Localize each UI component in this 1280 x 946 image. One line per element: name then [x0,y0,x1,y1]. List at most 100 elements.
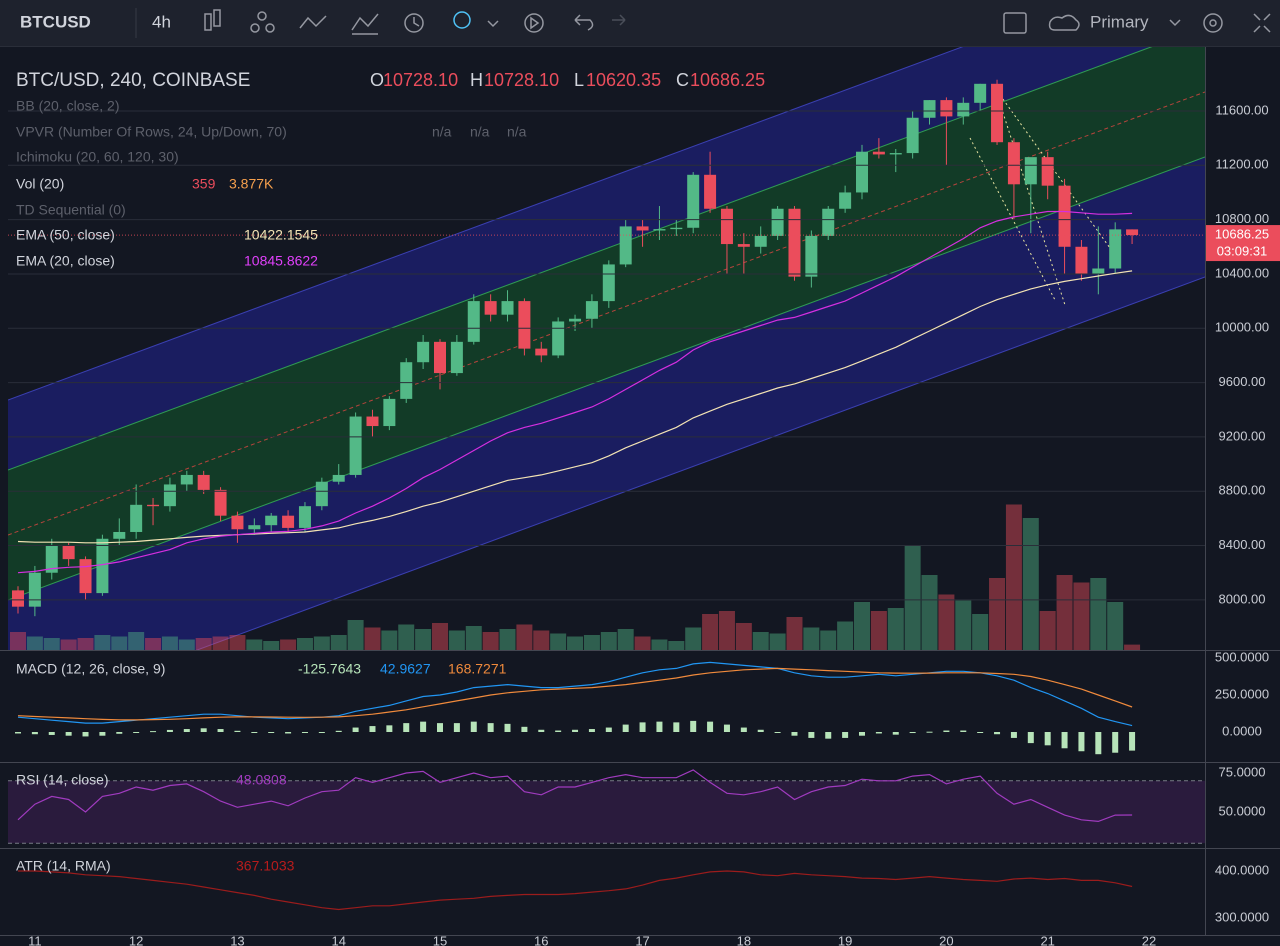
macd-histogram-bar [555,730,562,732]
ohlc-prefix: H [470,70,483,90]
macd-histogram-bar [403,723,410,732]
candle-body [1075,246,1088,274]
volume-bar [870,611,887,650]
indicator-value: n/a [470,124,490,140]
ohlc-prefix: L [574,70,584,90]
candle-body [383,398,396,427]
volume-bar [769,633,786,650]
indicator-name[interactable]: BB (20, close, 2) [16,98,120,114]
macd-histogram-bar [723,724,730,732]
volume-bar [94,635,111,650]
volume-bar [938,594,955,650]
candle-body [180,474,193,485]
indicator-value: 10845.8622 [244,253,318,269]
volume-bar [448,630,465,650]
indicator-name[interactable]: MACD (12, 26, close, 9) [16,661,165,677]
candle-body [737,244,750,247]
candle-body [923,100,936,118]
symbol-button[interactable]: BTCUSD [20,12,91,31]
volume-bar [1056,575,1073,650]
macd-histogram-bar [65,731,72,736]
indicator-line [17,210,1133,574]
macd-histogram-bar [842,731,849,738]
macd-histogram-bar [875,731,882,734]
volume-bar [533,630,550,650]
price-tick-label: 300.0000 [1215,909,1269,924]
macd-histogram-bar [926,731,933,733]
candle-body [602,264,615,302]
macd-histogram-bar [1095,731,1102,755]
indicator-name[interactable]: Ichimoku (20, 60, 120, 30) [16,149,179,165]
volume-bar [364,627,381,650]
indicator-name[interactable]: ATR (14, RMA) [16,858,111,874]
price-tick-label: 10800.00 [1215,211,1269,226]
volume-bar [786,617,803,650]
interval-button[interactable]: 4h [152,12,171,31]
macd-histogram-bar [183,729,190,732]
price-tick-label: 8400.00 [1219,537,1266,552]
indicator-name[interactable]: RSI (14, close) [16,772,109,788]
macd-histogram-bar [335,730,342,732]
macd-histogram-bar [268,731,275,733]
time-tick-label: 13 [230,933,244,946]
price-tick-label: 8800.00 [1219,483,1266,498]
indicator-line [18,870,1133,911]
ohlc-value: 10728.10 [383,70,458,90]
macd-histogram-bar [470,721,477,732]
layout-button[interactable]: Primary [1090,12,1149,31]
volume-bar [820,630,837,650]
macd-histogram-bar [740,727,747,732]
macd-histogram-bar [588,729,595,732]
macd-histogram-bar [707,721,714,732]
indicator-name[interactable]: EMA (20, close) [16,253,115,269]
price-tick-label: 75.0000 [1219,764,1266,779]
time-tick-label: 12 [129,933,143,946]
price-tick-label: 250.0000 [1215,686,1269,701]
macd-histogram-bar [622,724,629,732]
volume-bar [718,611,735,650]
candle-body [839,192,852,209]
macd-histogram-bar [572,729,579,732]
macd-histogram-bar [1044,731,1051,746]
volume-bar [752,632,769,650]
volume-bar [651,639,668,650]
candle-body [974,83,987,103]
candle-body [62,545,75,560]
volume-bar [904,545,921,650]
indicator-value: 168.7271 [448,661,507,677]
indicator-value: 10422.1545 [244,227,318,243]
price-tick-label: 400.0000 [1215,862,1269,877]
price-tick-label: 11200.00 [1215,157,1268,172]
indicator-name[interactable]: VPVR (Number Of Rows, 24, Up/Down, 70) [16,124,287,140]
volume-bar [465,626,482,650]
volume-bar [1090,578,1107,650]
candle-body [467,301,480,342]
macd-histogram-bar [1010,731,1017,738]
candle-body [501,301,514,315]
time-tick-label: 16 [534,933,548,946]
volume-bar [145,638,162,650]
candle-body [248,525,261,530]
macd-histogram-bar [166,729,173,732]
macd-histogram-bar [369,726,376,732]
macd-histogram-bar [1061,731,1068,749]
volume-bar [685,627,702,650]
indicator-name[interactable]: Vol (20) [16,176,64,192]
time-tick-label: 21 [1040,933,1054,946]
indicator-name[interactable]: EMA (50, close) [16,227,115,243]
volume-bar [432,623,448,650]
candle-body [349,416,362,475]
candle-body [315,481,328,507]
indicator-name[interactable]: TD Sequential (0) [16,202,126,218]
volume-bar [212,636,229,650]
volume-bar [854,602,870,650]
macd-histogram-bar [774,731,781,733]
macd-histogram-bar [285,731,292,734]
toolbar-icons[interactable] [204,9,1271,35]
macd-histogram-bar [538,729,545,732]
candle-body [720,208,733,245]
volume-bar [10,632,26,650]
volume-bar [26,636,43,650]
